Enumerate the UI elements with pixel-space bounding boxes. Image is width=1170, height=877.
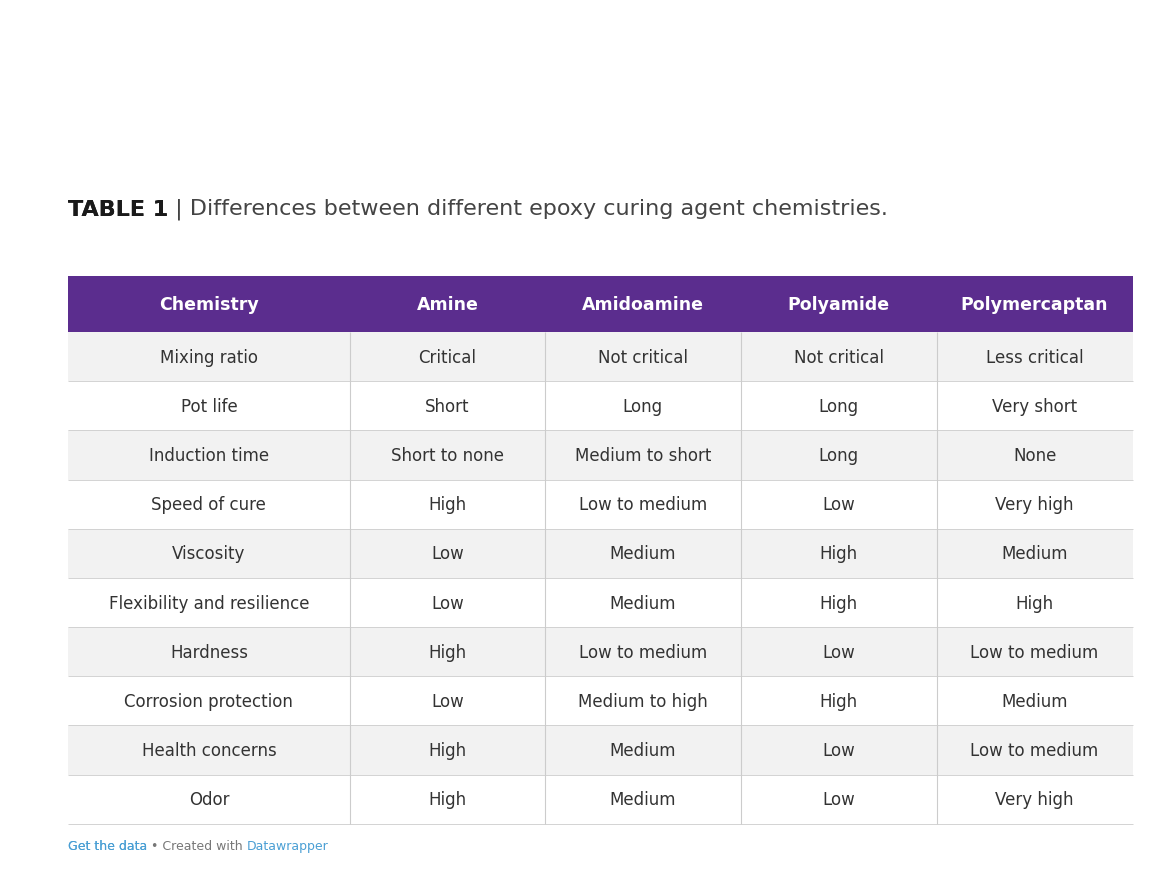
Text: Medium: Medium	[610, 594, 676, 612]
Text: Long: Long	[819, 397, 859, 416]
Text: Odor: Odor	[188, 790, 229, 809]
Text: Speed of cure: Speed of cure	[151, 496, 267, 514]
Text: Long: Long	[819, 446, 859, 465]
Text: Medium: Medium	[610, 790, 676, 809]
Bar	[68, 332, 1133, 381]
Bar	[68, 725, 1133, 774]
Text: High: High	[820, 692, 858, 710]
Text: Amidoamine: Amidoamine	[581, 296, 704, 313]
Text: Low: Low	[823, 790, 855, 809]
Bar	[68, 529, 1133, 578]
Bar	[68, 431, 1133, 480]
Text: Not critical: Not critical	[793, 348, 883, 367]
Text: Pot life: Pot life	[180, 397, 238, 416]
Text: Long: Long	[622, 397, 663, 416]
Text: Medium: Medium	[1002, 545, 1068, 563]
Text: High: High	[820, 545, 858, 563]
Text: Low to medium: Low to medium	[970, 643, 1099, 661]
Text: Medium: Medium	[610, 545, 676, 563]
Text: Not critical: Not critical	[598, 348, 688, 367]
Text: Medium: Medium	[1002, 692, 1068, 710]
Text: Less critical: Less critical	[986, 348, 1083, 367]
Text: High: High	[428, 741, 467, 759]
Text: None: None	[1013, 446, 1057, 465]
Text: Low: Low	[431, 594, 463, 612]
Bar	[68, 276, 1133, 332]
Text: Viscosity: Viscosity	[172, 545, 246, 563]
Text: Short to none: Short to none	[391, 446, 504, 465]
Bar	[68, 774, 1133, 824]
Text: Hardness: Hardness	[170, 643, 248, 661]
Bar	[68, 676, 1133, 725]
Text: Flexibility and resilience: Flexibility and resilience	[109, 594, 309, 612]
Text: High: High	[428, 790, 467, 809]
Text: High: High	[820, 594, 858, 612]
Bar	[68, 627, 1133, 676]
Text: Low: Low	[823, 496, 855, 514]
Bar	[68, 578, 1133, 627]
Text: | Differences between different epoxy curing agent chemistries.: | Differences between different epoxy cu…	[168, 198, 888, 219]
Bar	[68, 480, 1133, 529]
Text: Amine: Amine	[417, 296, 479, 313]
Text: Get the data: Get the data	[68, 839, 147, 852]
Text: Polymercaptan: Polymercaptan	[961, 296, 1108, 313]
Bar	[68, 381, 1133, 431]
Text: TABLE 1: TABLE 1	[68, 199, 168, 219]
Text: TABLE 1: TABLE 1	[68, 199, 168, 219]
Text: Low to medium: Low to medium	[579, 496, 707, 514]
Text: High: High	[1016, 594, 1054, 612]
Text: Medium to high: Medium to high	[578, 692, 708, 710]
Text: Short: Short	[425, 397, 469, 416]
Text: Datawrapper: Datawrapper	[247, 839, 329, 852]
Text: Mixing ratio: Mixing ratio	[160, 348, 257, 367]
Text: Medium to short: Medium to short	[574, 446, 711, 465]
Text: Low: Low	[823, 643, 855, 661]
Text: Low: Low	[431, 692, 463, 710]
Text: Low to medium: Low to medium	[579, 643, 707, 661]
Text: Low: Low	[431, 545, 463, 563]
Text: High: High	[428, 496, 467, 514]
Text: Very high: Very high	[996, 496, 1074, 514]
Text: Low to medium: Low to medium	[970, 741, 1099, 759]
Text: Get the data: Get the data	[68, 839, 147, 852]
Text: Critical: Critical	[419, 348, 476, 367]
Text: Induction time: Induction time	[149, 446, 269, 465]
Text: Health concerns: Health concerns	[142, 741, 276, 759]
Text: Polyamide: Polyamide	[787, 296, 889, 313]
Text: Very short: Very short	[992, 397, 1078, 416]
Text: High: High	[428, 643, 467, 661]
Text: Low: Low	[823, 741, 855, 759]
Text: Corrosion protection: Corrosion protection	[124, 692, 294, 710]
Text: Very high: Very high	[996, 790, 1074, 809]
Text: • Created with: • Created with	[147, 839, 247, 852]
Text: Chemistry: Chemistry	[159, 296, 259, 313]
Text: Medium: Medium	[610, 741, 676, 759]
